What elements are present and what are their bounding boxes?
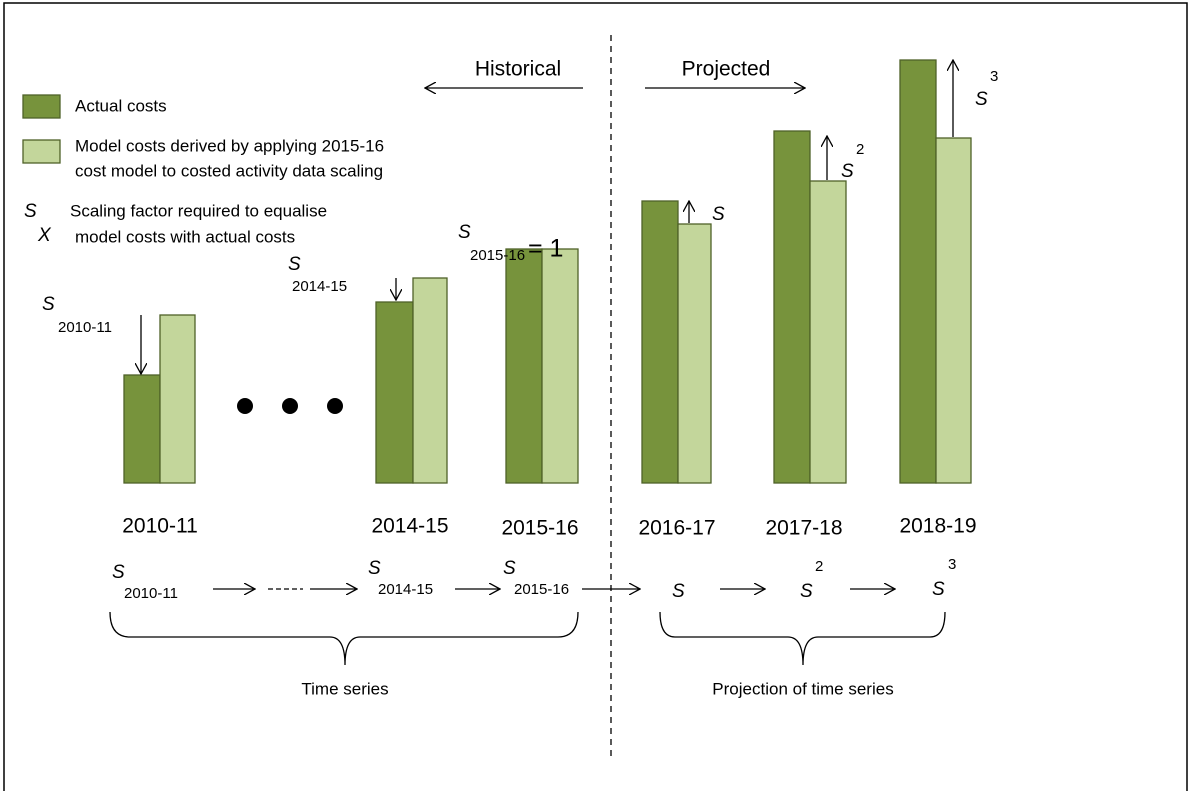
seq-superscript: 2 — [815, 558, 823, 575]
bar-actual — [375, 301, 414, 484]
legend-swatch-actual — [22, 94, 61, 119]
legend-subscript: X — [37, 225, 52, 246]
bar-actual — [641, 200, 679, 484]
seq-symbol: S — [368, 558, 381, 579]
bar-actual — [505, 248, 543, 484]
bar-model — [541, 248, 579, 484]
legend-symbol: S — [24, 201, 37, 222]
frame — [3, 2, 1188, 791]
scale-symbol: S — [288, 254, 301, 275]
seq-symbol: S — [800, 581, 813, 602]
seq-subscript: 2015-16 — [514, 581, 569, 598]
scale-symbol: S — [42, 294, 55, 315]
bar-model — [677, 223, 712, 484]
seq-symbol: S — [932, 579, 945, 600]
seq-symbol: S — [503, 558, 516, 579]
legend-model: Model costs derived by applying 2015-16 — [75, 136, 384, 155]
bar-actual — [123, 374, 161, 484]
period-label: 2016-17 — [638, 517, 715, 540]
seq-symbol: S — [672, 581, 685, 602]
brace — [109, 611, 579, 666]
bar-model — [159, 314, 196, 484]
legend-swatch-model — [22, 139, 61, 164]
period-label: 2014-15 — [371, 515, 448, 538]
group-label: Time series — [301, 679, 388, 698]
legend-model: cost model to costed activity data scali… — [75, 161, 383, 180]
group-label: Projection of time series — [712, 679, 893, 698]
scale-symbol: S — [841, 161, 854, 182]
scale-symbol: S — [975, 89, 988, 110]
legend-actual: Actual costs — [75, 96, 167, 115]
ellipsis-dot — [327, 398, 343, 414]
scale-symbol: S — [458, 222, 471, 243]
bar-model — [935, 137, 972, 484]
bar-actual — [899, 59, 937, 484]
seq-subscript: 2010-11 — [124, 585, 178, 602]
legend-scaling: Scaling factor required to equalise — [70, 201, 327, 220]
bar-actual — [773, 130, 811, 484]
period-label: 2018-19 — [899, 515, 976, 538]
bar-model — [412, 277, 448, 484]
seq-subscript: 2014-15 — [378, 581, 433, 598]
scale-subscript: 2014-15 — [292, 278, 347, 295]
scale-subscript: 2010-11 — [58, 319, 112, 336]
ellipsis-dot — [237, 398, 253, 414]
ellipsis-dot — [282, 398, 298, 414]
projected-label: Projected — [682, 58, 771, 81]
period-label: 2017-18 — [765, 517, 842, 540]
brace — [659, 611, 946, 666]
scale-subscript: 2015-16 — [470, 247, 525, 264]
scale-value: = 1 — [528, 235, 563, 263]
scale-superscript: 2 — [856, 141, 864, 158]
period-label: 2015-16 — [501, 517, 578, 540]
scale-symbol: S — [712, 204, 725, 225]
period-label: 2010-11 — [122, 515, 198, 538]
seq-symbol: S — [112, 562, 125, 583]
seq-superscript: 3 — [948, 556, 956, 573]
scale-superscript: 3 — [990, 68, 998, 85]
bars — [123, 59, 972, 484]
legend-scaling: model costs with actual costs — [75, 227, 295, 246]
bar-model — [809, 180, 847, 484]
historical-label: Historical — [475, 58, 561, 81]
